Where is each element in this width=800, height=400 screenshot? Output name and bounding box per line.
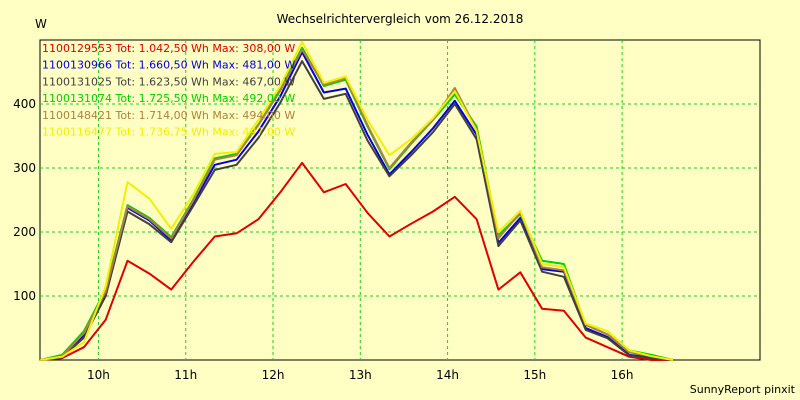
series-lines [40, 40, 674, 361]
y-tick-label: 400 [13, 97, 36, 111]
x-tick-label: 11h [174, 368, 197, 382]
chart-footer: SunnyReport pinxit [690, 383, 796, 396]
legend-entry-1100131025: 1100131025 Tot: 1.623,50 Wh Max: 467,00 … [42, 75, 295, 88]
legend-entry-1100129553: 1100129553 Tot: 1.042,50 Wh Max: 308,00 … [42, 42, 295, 55]
y-tick-label: 200 [13, 225, 36, 239]
series-line-1100129553 [40, 161, 673, 361]
legend-entry-1100148421: 1100148421 Tot: 1.714,00 Wh Max: 494,00 … [42, 109, 295, 122]
x-tick-label: 13h [349, 368, 372, 382]
x-tick-label: 16h [611, 368, 634, 382]
x-tick-label: 10h [87, 368, 110, 382]
series-line-1100148421 [40, 48, 674, 361]
y-tick-label: 100 [13, 289, 36, 303]
plot-frame [39, 39, 761, 361]
x-tick-label: 12h [262, 368, 285, 382]
y-axis-unit: W [35, 17, 47, 31]
axis-ticks: 100 200 300 400 10h 11h 12h 13h 14h 15h 16h [13, 97, 633, 382]
chart-title: Wechselrichtervergleich vom 26.12.2018 [277, 12, 524, 26]
series-line-1100131025 [40, 60, 674, 361]
legend: 1100129553 Tot: 1.042,50 Wh Max: 308,00 … [42, 42, 295, 139]
legend-entry-1100130966: 1100130966 Tot: 1.660,50 Wh Max: 481,00 … [42, 59, 295, 72]
series-line-1100116477 [40, 40, 674, 361]
y-tick-label: 300 [13, 161, 36, 175]
x-tick-label: 15h [523, 368, 546, 382]
legend-entry-1100116477: 1100116477 Tot: 1.736,75 Wh Max: 497,00 … [42, 126, 295, 139]
legend-entry-1100131074: 1100131074 Tot: 1.725,50 Wh Max: 492,00 … [42, 92, 295, 105]
x-tick-label: 14h [436, 368, 459, 382]
